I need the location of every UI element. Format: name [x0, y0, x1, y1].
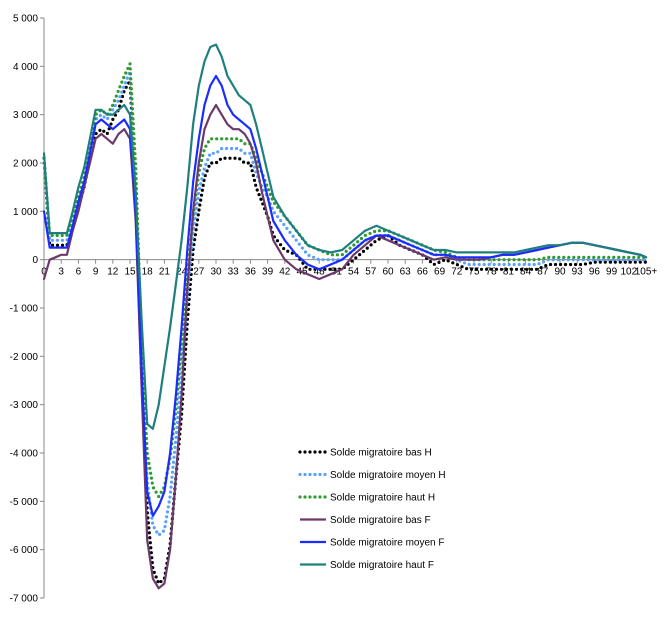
x-tick-label: 102 [620, 267, 637, 278]
x-tick-label: 42 [279, 267, 291, 278]
y-tick-label: -5 000 [10, 497, 39, 508]
x-tick-label: 21 [159, 267, 171, 278]
x-tick-label: 15 [124, 267, 136, 278]
x-tick-label: 60 [382, 267, 394, 278]
x-tick-label: 39 [262, 267, 274, 278]
x-tick-label: 3 [58, 267, 64, 278]
legend-label: Solde migratoire bas F [330, 515, 431, 526]
y-tick-label: -1 000 [10, 304, 39, 315]
x-tick-label: 27 [193, 267, 205, 278]
x-tick-label: 54 [348, 267, 360, 278]
x-tick-label: 18 [142, 267, 154, 278]
x-tick-label: 63 [400, 267, 412, 278]
legend-label: Solde migratoire moyen F [330, 538, 445, 549]
y-tick-label: -6 000 [10, 545, 39, 556]
y-tick-label: 4 000 [13, 62, 38, 73]
x-tick-label: 78 [486, 267, 498, 278]
x-tick-label: 75 [468, 267, 480, 278]
legend-label: Solde migratoire bas H [330, 448, 432, 459]
legend-label: Solde migratoire moyen H [330, 470, 446, 481]
x-tick-label: 9 [93, 267, 99, 278]
y-tick-label: -7 000 [10, 594, 39, 605]
y-tick-label: 0 [32, 255, 38, 266]
series-lines [42, 43, 648, 590]
x-tick-label: 30 [210, 267, 222, 278]
x-tick-label: 84 [520, 267, 532, 278]
x-tick-label: 6 [76, 267, 82, 278]
y-axis: 5 000 4 000 3 000 2 000 1 000 0 -1 000 -2 000 -3… [10, 14, 45, 605]
x-tick-label: 0 [41, 267, 47, 278]
x-tick-label: 57 [365, 267, 377, 278]
y-tick-label: 3 000 [13, 110, 38, 121]
legend-label: Solde migratoire haut F [330, 560, 434, 571]
x-axis: 0 3 6 9 12 15 18 21 24 27 30 33 36 39 42 45 48 51 54 57 60 63… [41, 259, 658, 278]
series-line-5 [42, 74, 648, 517]
x-tick-label: 105+ [635, 267, 658, 278]
x-tick-label: 87 [537, 267, 549, 278]
x-tick-label: 99 [606, 267, 618, 278]
x-tick-label: 36 [245, 267, 257, 278]
y-tick-label: -2 000 [10, 352, 39, 363]
x-tick-label: 24 [176, 267, 188, 278]
series-line-2 [42, 69, 648, 537]
x-tick-label: 96 [589, 267, 601, 278]
y-tick-label: 5 000 [13, 14, 38, 25]
x-tick-label: 90 [554, 267, 566, 278]
x-tick-label: 12 [107, 267, 119, 278]
legend: Solde migratoire bas H Solde migratoire m… [298, 448, 446, 571]
x-tick-label: 69 [434, 267, 446, 278]
y-tick-label: 1 000 [13, 207, 38, 218]
y-tick-label: -4 000 [10, 449, 39, 460]
x-tick-label: 81 [503, 267, 515, 278]
x-tick-label: 66 [417, 267, 429, 278]
x-tick-label: 48 [314, 267, 326, 278]
x-tick-label: 93 [572, 267, 584, 278]
y-tick-label: 2 000 [13, 159, 38, 170]
series-line-1 [42, 79, 648, 586]
x-tick-label: 72 [451, 267, 463, 278]
legend-label: Solde migratoire haut H [330, 493, 435, 504]
x-tick-label: 33 [228, 267, 240, 278]
y-tick-label: -3 000 [10, 400, 39, 411]
series-line-3 [42, 62, 648, 499]
series-line-6 [42, 43, 648, 430]
